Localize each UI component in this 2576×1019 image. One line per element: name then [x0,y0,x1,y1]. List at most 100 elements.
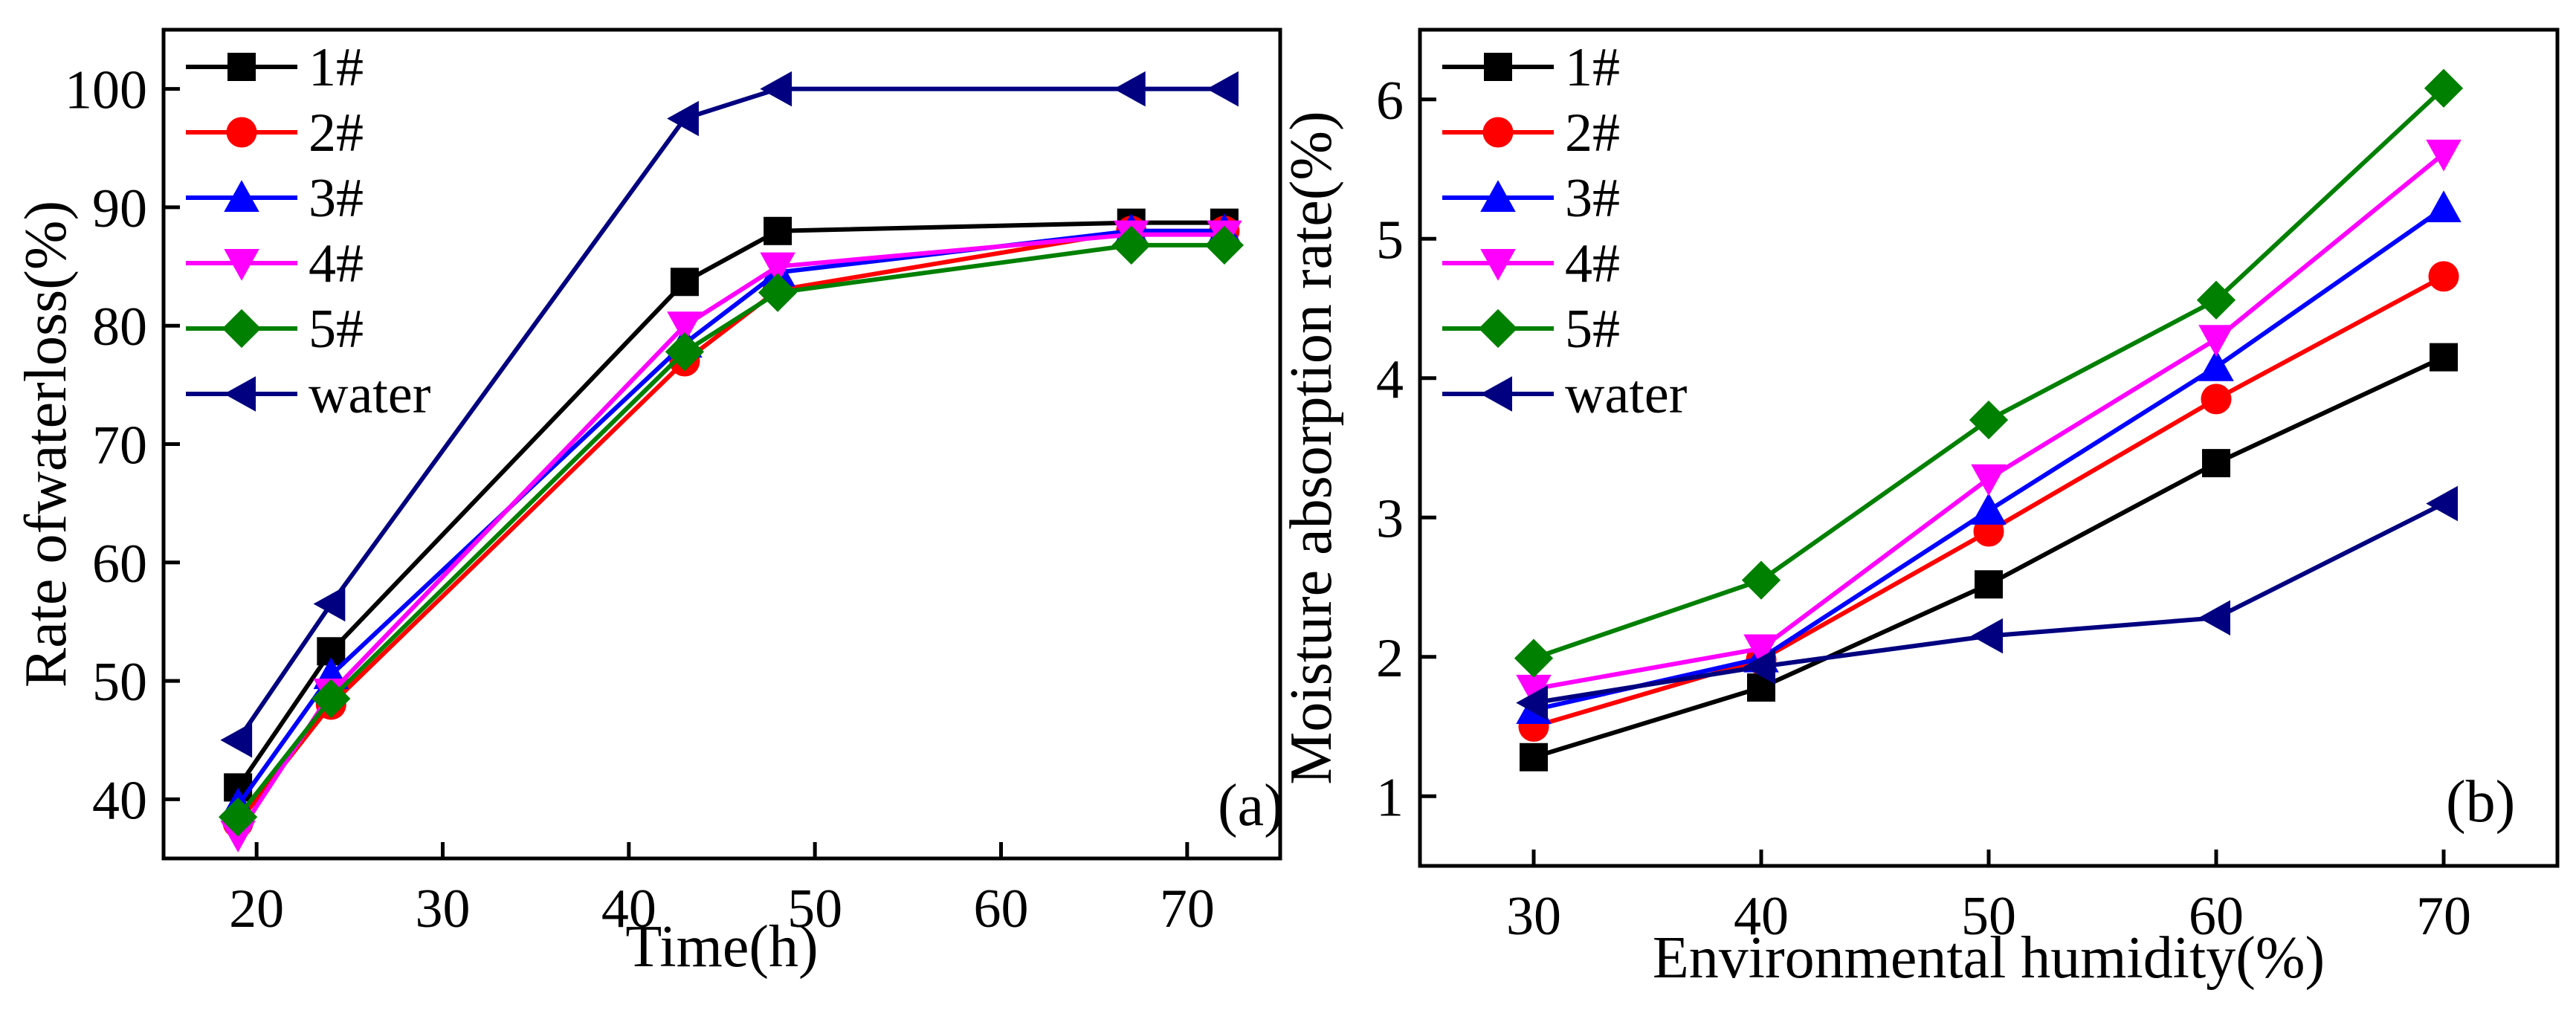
panel-a-chart: 20 30 40 50 60 70 40 50 60 70 80 90 100 Time(h) Rate o… [13,28,1284,980]
data-point [1516,674,1552,707]
legend-item: 1# [1442,37,1620,98]
legend-item: 2# [1442,103,1620,164]
data-point [220,722,253,758]
data-point [1975,570,2003,599]
data-point [1520,743,1548,771]
data-point [667,311,703,343]
data-point [220,821,256,853]
y-tick-label: 90 [92,178,147,239]
legend-marker [1478,308,1518,349]
legend-item: 4# [1442,233,1620,294]
legend-marker [1482,117,1514,148]
data-point [764,216,793,245]
legend-marker [1480,249,1516,281]
y-tick-label: 4 [1376,349,1404,410]
data-point [1971,464,2007,496]
legend-label: 2# [1565,103,1620,164]
legend-label: 2# [309,103,364,164]
panel-label: (b) [2446,769,2515,835]
legend-marker [224,376,256,412]
data-point [1743,649,1775,685]
data-point [2198,349,2234,381]
data-point [1971,493,2007,525]
data-point [2430,343,2458,372]
legend-marker [224,249,259,281]
legend-marker [227,53,256,81]
legend-marker [1484,53,1512,81]
data-point [311,679,351,719]
data-point [760,71,793,107]
x-tick-label: 60 [2189,886,2244,947]
legend-item: 3# [186,168,364,229]
series-3 [220,220,1242,853]
panel-b-chart: 30 40 50 60 70 1 2 3 4 5 6 Environmental humidity(%… [1279,28,2560,991]
data-point [219,798,258,837]
x-tick-label: 30 [1506,886,1561,947]
data-point [1111,225,1151,265]
data-point [665,332,705,372]
legend-item: 4# [186,233,364,294]
legend-marker [222,308,262,349]
x-axis-label: Time(h) [625,914,818,980]
y-tick-label: 70 [92,415,147,476]
y-tick-label: 100 [65,60,147,121]
y-tick-label: 2 [1376,628,1404,689]
x-tick-label: 20 [229,879,284,939]
legend-label: 4# [309,233,364,294]
legend-label: 5# [309,299,364,360]
x-tick-label: 70 [2416,886,2471,947]
x-tick-label: 40 [601,879,656,939]
y-tick-label: 50 [92,652,147,713]
y-axis-label: Moisture absorption rate(%) [1279,111,1344,784]
legend-item: water [1442,364,1687,425]
legend-item: 5# [1442,299,1620,360]
data-point [2202,449,2230,478]
y-tick-label: 1 [1376,767,1404,828]
data-point [2426,139,2462,172]
legend-label: 3# [309,168,364,229]
y-axis-label: Rate ofwaterloss(%) [13,201,79,688]
series-2 [220,213,1242,820]
data-point [2424,68,2464,108]
data-point [1207,71,1239,107]
legend-marker [224,180,259,212]
data-point [313,586,346,622]
series-4 [219,225,1245,837]
legend-marker [1480,376,1512,412]
data-point [1204,225,1245,265]
x-tick-label: 50 [1961,886,2016,947]
legend-item: 1# [186,37,364,98]
data-point [1743,634,1779,667]
legend-label: 3# [1565,168,1620,229]
x-tick-label: 70 [1160,879,1215,939]
data-point [670,268,699,297]
series-line [236,86,1224,742]
legend-item: 3# [1442,168,1620,229]
legend-marker [1480,180,1516,212]
data-point [2201,384,2232,415]
y-tick-label: 6 [1376,71,1404,132]
x-tick-label: 30 [416,879,471,939]
y-tick-label: 5 [1376,210,1404,271]
legend-label: water [309,364,430,425]
y-tick-label: 60 [92,534,147,595]
data-point [1971,618,2003,654]
series-4 [1514,68,2464,678]
data-point [2426,190,2462,222]
data-point [2198,325,2234,357]
legend-item: water [186,364,430,425]
data-point [1516,685,1548,721]
series-5 [220,71,1239,758]
data-point [1969,400,2009,440]
legend-item: 5# [186,299,364,360]
y-tick-label: 80 [92,297,147,358]
data-point [1514,638,1554,678]
x-tick-label: 60 [974,879,1029,939]
y-tick-label: 3 [1376,488,1404,549]
x-axis-label: Environmental humidity(%) [1653,925,2325,991]
panel-label: (a) [1218,773,1284,838]
y-tick-label: 40 [92,770,147,831]
legend-item: 2# [186,103,364,164]
legend-label: 1# [1565,37,1620,98]
